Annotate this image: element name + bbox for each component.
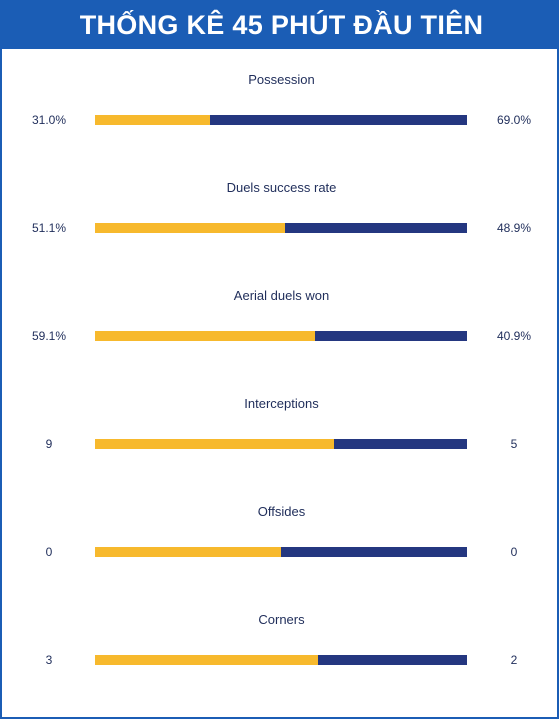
home-bar-segment	[95, 655, 319, 665]
home-bar-segment	[95, 439, 335, 449]
home-bar-segment	[95, 331, 315, 341]
away-bar-segment	[281, 547, 467, 557]
stat-label: Interceptions	[244, 396, 319, 411]
comparison-bar	[95, 439, 467, 449]
stat-row-duels-success-rate: Duels success rate 51.1% 48.9%	[2, 180, 559, 288]
comparison-bar	[95, 547, 467, 557]
home-value: 3	[45, 653, 53, 667]
stat-row-aerial-duels-won: Aerial duels won 59.1% 40.9%	[2, 288, 559, 396]
comparison-bar	[95, 331, 467, 341]
away-bar-segment	[285, 223, 467, 233]
away-bar-segment	[210, 115, 467, 125]
stat-label: Possession	[248, 72, 315, 87]
stat-row-possession: Possession 31.0% 69.0%	[2, 72, 559, 180]
comparison-bar	[95, 223, 467, 233]
away-bar-segment	[318, 655, 467, 665]
stat-label: Corners	[258, 612, 305, 627]
home-bar-segment	[95, 115, 211, 125]
away-bar-segment	[314, 331, 467, 341]
home-bar-segment	[95, 547, 281, 557]
away-value: 2	[510, 653, 518, 667]
stat-label: Offsides	[257, 504, 306, 519]
comparison-bar	[95, 655, 467, 665]
comparison-bar	[95, 115, 467, 125]
home-value: 9	[45, 437, 53, 451]
away-value: 5	[510, 437, 518, 451]
home-bar-segment	[95, 223, 286, 233]
home-value: 0	[45, 545, 53, 559]
header-bar: THỐNG KÊ 45 PHÚT ĐẦU TIÊN	[2, 2, 559, 49]
away-value: 0	[510, 545, 518, 559]
stat-row-interceptions: Interceptions 9 5	[2, 396, 559, 504]
away-value: 69.0%	[496, 113, 532, 127]
stat-label: Duels success rate	[226, 180, 337, 195]
page-title: THỐNG KÊ 45 PHÚT ĐẦU TIÊN	[79, 10, 484, 40]
stat-label: Aerial duels won	[233, 288, 330, 303]
stat-row-corners: Corners 3 2	[2, 612, 559, 719]
away-bar-segment	[334, 439, 467, 449]
home-value: 51.1%	[31, 221, 67, 235]
home-value: 31.0%	[31, 113, 67, 127]
away-value: 48.9%	[496, 221, 532, 235]
away-value: 40.9%	[496, 329, 532, 343]
home-value: 59.1%	[31, 329, 67, 343]
stat-row-offsides: Offsides 0 0	[2, 504, 559, 612]
